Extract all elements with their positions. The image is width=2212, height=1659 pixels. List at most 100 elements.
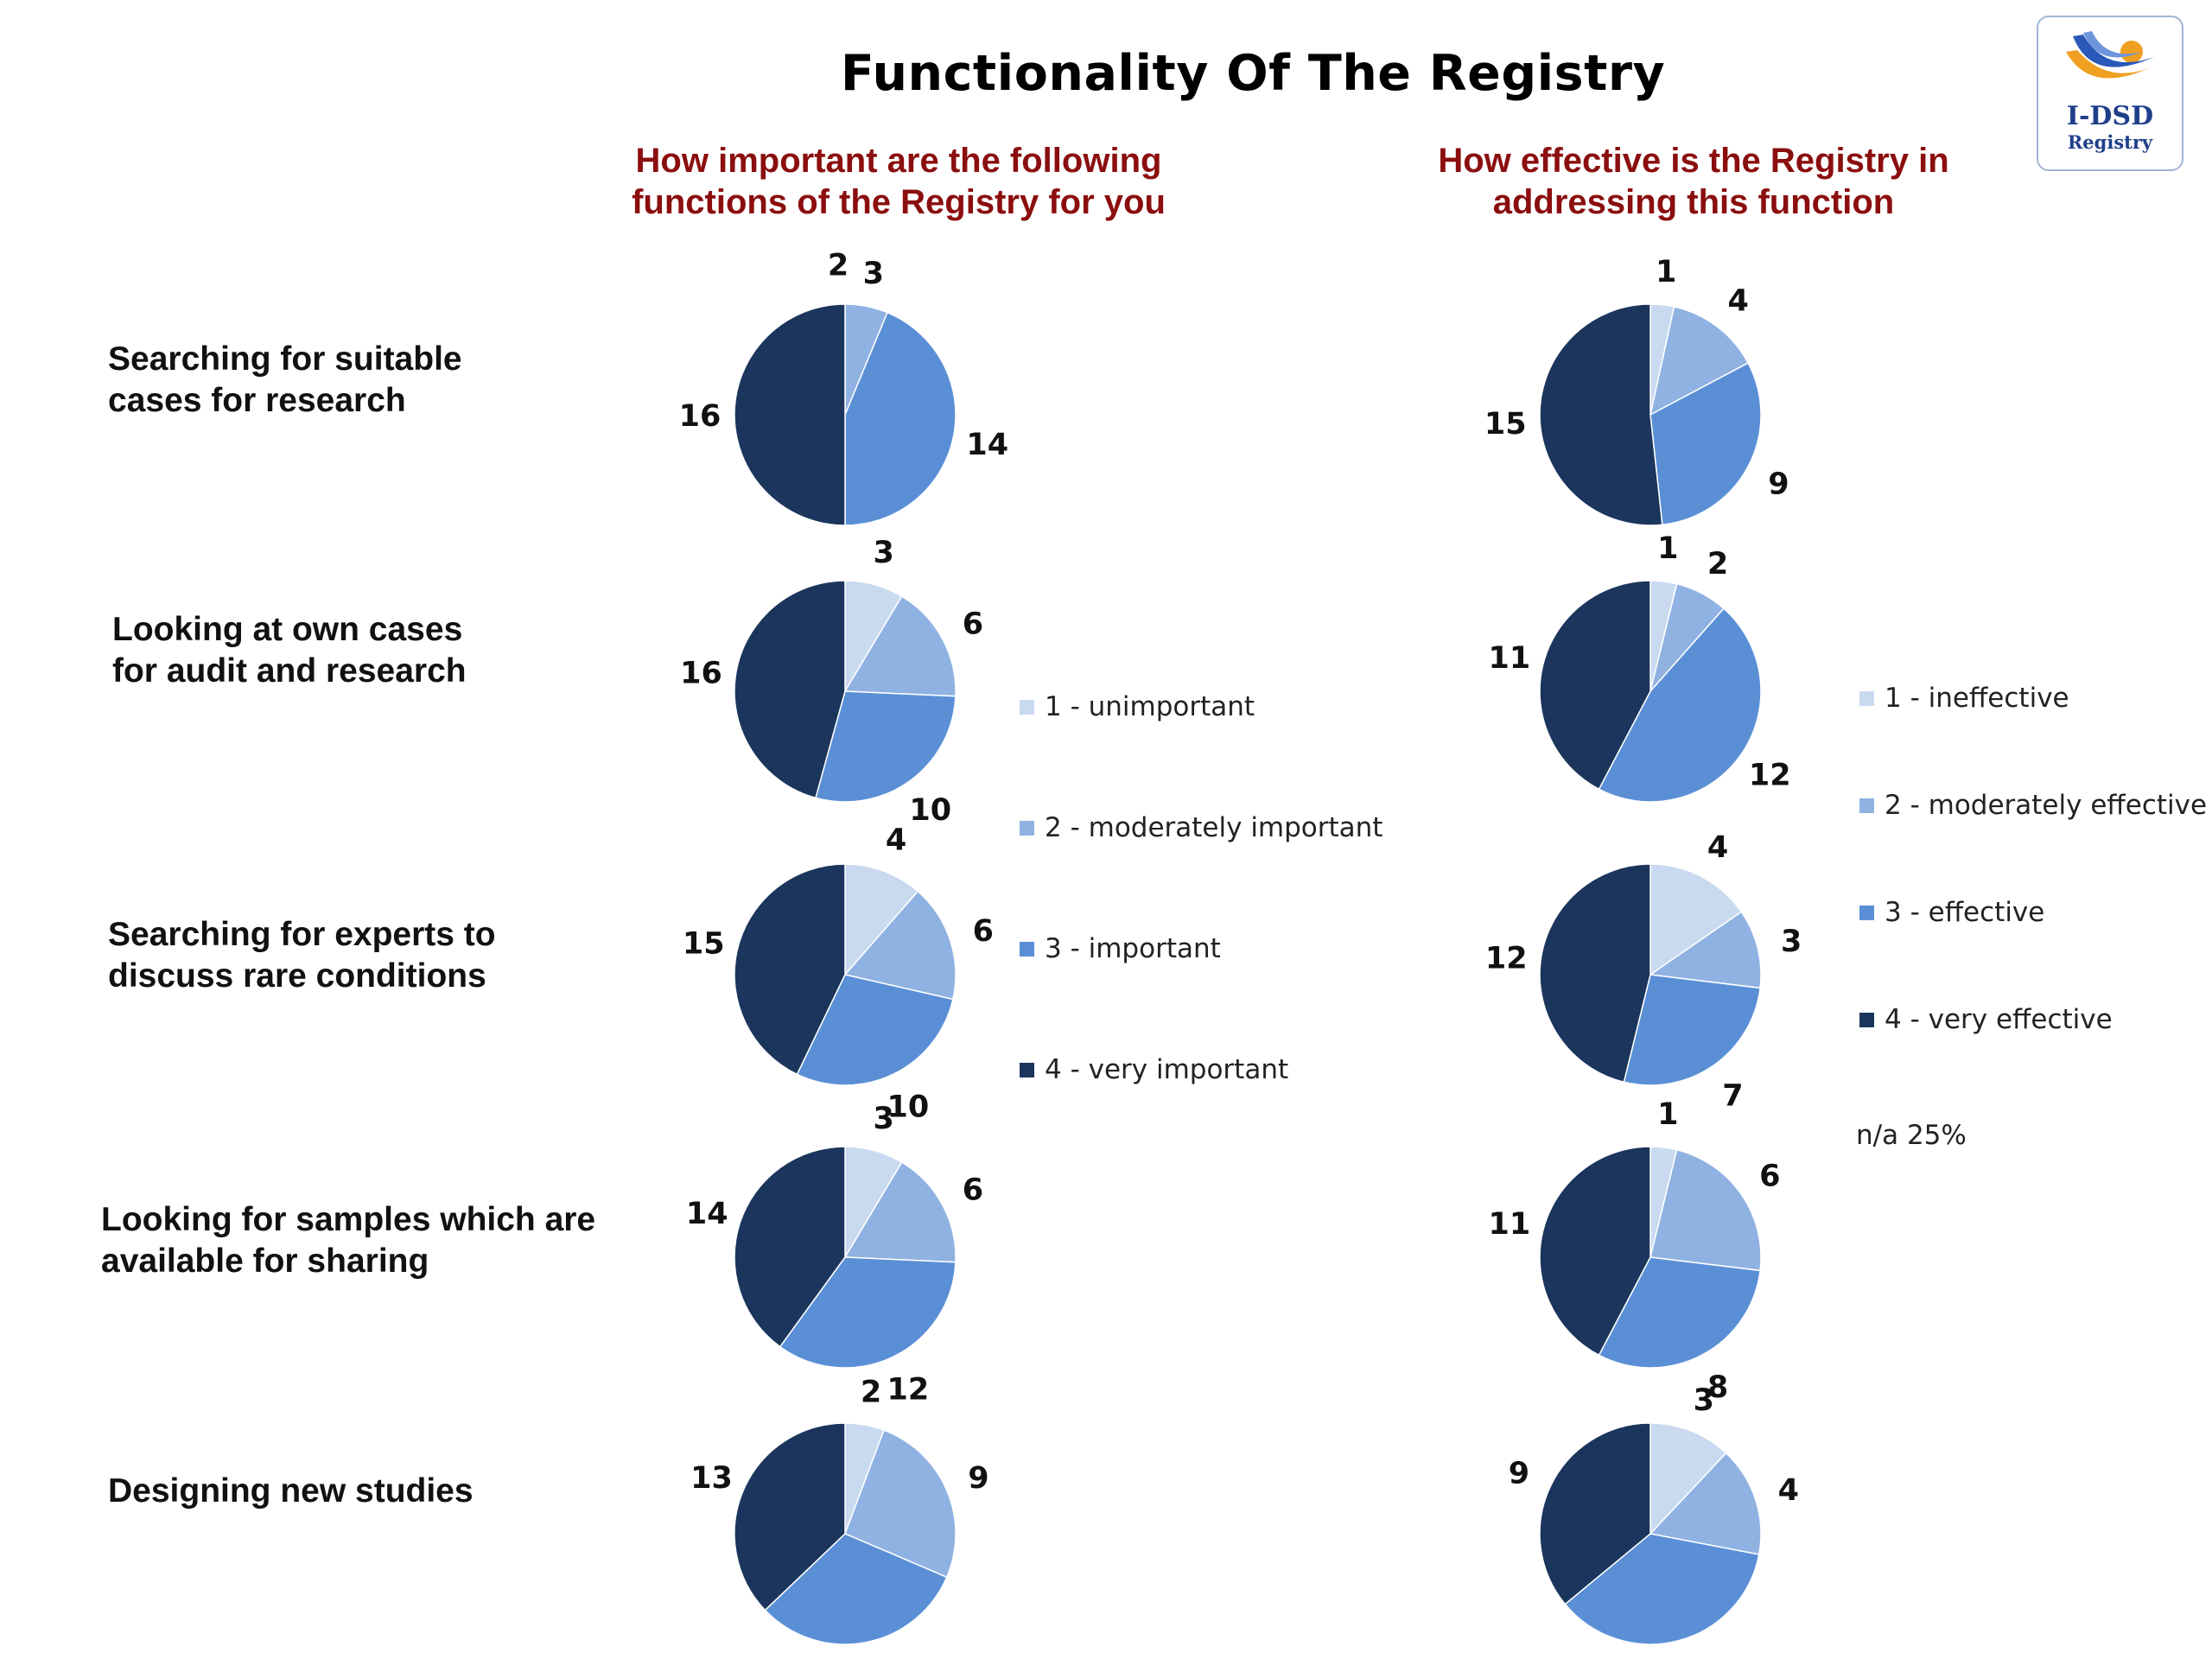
row-label-line: cases for research [108, 382, 406, 419]
pie-slice [764, 1533, 948, 1645]
row-label-line: Designing new studies [108, 1472, 474, 1510]
legend-swatch [1859, 1012, 1874, 1027]
importance-heading-line-2: functions of the Registry for you [632, 183, 1166, 221]
row-label-own-cases: Looking at own cases for audit and resea… [112, 609, 467, 692]
pie-data-label: 3 [874, 536, 894, 570]
pie-data-label: 12 [1485, 942, 1528, 976]
pie-slice [1539, 1146, 1651, 1357]
pie-data-label: 13 [690, 1461, 733, 1496]
pie-slice [1598, 607, 1762, 803]
pie-data-label: 2 [861, 1376, 881, 1410]
logo-subtitle: Registry [2067, 131, 2153, 153]
pie-chart: 1 4 9 15 [1484, 255, 1789, 526]
pie-slice [734, 303, 846, 526]
pie-slice [1648, 911, 1762, 989]
pie-slice [843, 595, 957, 697]
pie-data-label: 4 [1778, 1473, 1799, 1508]
pie-slice [844, 1429, 957, 1579]
pie-data-label: 3 [874, 1102, 894, 1136]
legend-item-very-effective: 4 - very effective [1859, 1004, 2113, 1035]
pie-data-label: 16 [680, 656, 722, 690]
pie-data-label: 1 [1657, 1097, 1678, 1132]
pie-slice [1649, 362, 1762, 526]
pie-slice [734, 1422, 846, 1611]
row-label-line: Searching for experts to [108, 916, 496, 953]
pie-slice [844, 311, 957, 526]
pie-data-label: 11 [1489, 1207, 1531, 1242]
pie-slice [843, 890, 957, 1001]
pie-data-label: 15 [1484, 407, 1527, 442]
pie-data-label: 1 [1657, 531, 1678, 566]
row-label-line: available for sharing [101, 1243, 429, 1280]
pie-slice [734, 580, 846, 799]
pie-data-label: 3 [863, 257, 884, 291]
legend-swatch [1859, 905, 1874, 920]
legend-item-unimportant: 1 - unimportant [1020, 691, 1255, 722]
pie-chart: 3499 [1509, 1383, 1799, 1659]
pie-chart: 3 6 10 16 [680, 536, 983, 828]
row-label-line: Looking for samples which are [101, 1201, 596, 1238]
legend-swatch [1020, 699, 1034, 715]
pie-data-label: 12 [1749, 758, 1791, 792]
legend-label: 1 - unimportant [1045, 691, 1255, 722]
legend-item-moderately-effective: 2 - moderately effective [1859, 790, 2207, 821]
pie-slice [779, 1256, 957, 1369]
pie-chart: 1 6 8 11 [1489, 1097, 1781, 1405]
legend-label: 2 - moderately important [1045, 812, 1383, 843]
legend-label: 3 - important [1045, 933, 1221, 964]
pie-data-label: 6 [963, 607, 983, 641]
pie-data-label: 9 [968, 1461, 988, 1496]
row-label-line: Looking at own cases [112, 611, 463, 648]
pie-slice [1539, 1422, 1651, 1605]
pie-chart: 3 6 12 14 [686, 1102, 983, 1407]
pie-data-label: 9 [1509, 1456, 1529, 1491]
pie-slice [1649, 306, 1750, 416]
pie-data-label: 6 [1759, 1160, 1780, 1194]
pie-data-label: 10 [887, 1090, 930, 1124]
pie-chart: 4 6 10 15 [683, 823, 994, 1125]
pie-data-label: 2 [828, 248, 849, 283]
pie-data-label: 7 [1722, 1078, 1743, 1113]
logo-wordmark: I-DSD [2066, 101, 2154, 131]
legend-label: 4 - very effective [1885, 1004, 2113, 1035]
pie-data-label: 10 [909, 793, 951, 828]
importance-heading: How important are the following function… [605, 140, 1192, 223]
legend-item-ineffective: 1 - ineffective [1859, 683, 2069, 714]
pie-chart: 291113 [690, 1376, 989, 1645]
pie-slice [734, 863, 846, 1076]
legend-swatch [1020, 820, 1034, 836]
pie-data-label: 6 [973, 914, 994, 949]
pie-data-label: 15 [683, 927, 725, 962]
pie-chart: 4 3 7 12 [1485, 830, 1802, 1113]
row-label-samples: Looking for samples which are available … [101, 1199, 595, 1282]
pie-slice [843, 1161, 957, 1263]
row-label-line: Searching for suitable [108, 340, 462, 378]
pie-data-label: 16 [679, 399, 721, 434]
pie-slice [1598, 1256, 1761, 1369]
effectiveness-heading-line-2: addressing this function [1492, 183, 1895, 221]
pie-data-label: 12 [887, 1372, 930, 1407]
pie-slice [1649, 863, 1743, 976]
pie-chart: 1 2 12 11 [1489, 531, 1791, 803]
legend-item-very-important: 4 - very important [1020, 1054, 1288, 1085]
effectiveness-heading-line-1: How effective is the Registry in [1438, 142, 1949, 180]
pie-data-label: 4 [886, 823, 906, 858]
pie-slice [1539, 303, 1663, 526]
pie-slice [844, 863, 919, 976]
pie-data-label: 8 [1707, 1370, 1728, 1405]
effectiveness-heading: How effective is the Registry in address… [1391, 140, 1996, 223]
pie-slice [1539, 580, 1651, 791]
pie-data-label: 14 [686, 1197, 728, 1231]
importance-heading-line-1: How important are the following [635, 142, 1162, 180]
pie-data-label: 1 [1656, 255, 1676, 289]
pie-slice [1623, 974, 1761, 1086]
row-label-line: discuss rare conditions [108, 957, 486, 995]
legend-item-moderately-important: 2 - moderately important [1020, 812, 1382, 843]
legend-swatch [1020, 941, 1034, 957]
registry-logo: I-DSD Registry [2037, 16, 2183, 171]
pie-slice [1649, 1422, 1727, 1535]
pie-data-label: 9 [1768, 467, 1789, 502]
page-title: Functionality Of The Registry [840, 45, 1666, 102]
pie-data-label: 3 [1694, 1383, 1714, 1418]
wave-logo-icon [2066, 31, 2154, 79]
